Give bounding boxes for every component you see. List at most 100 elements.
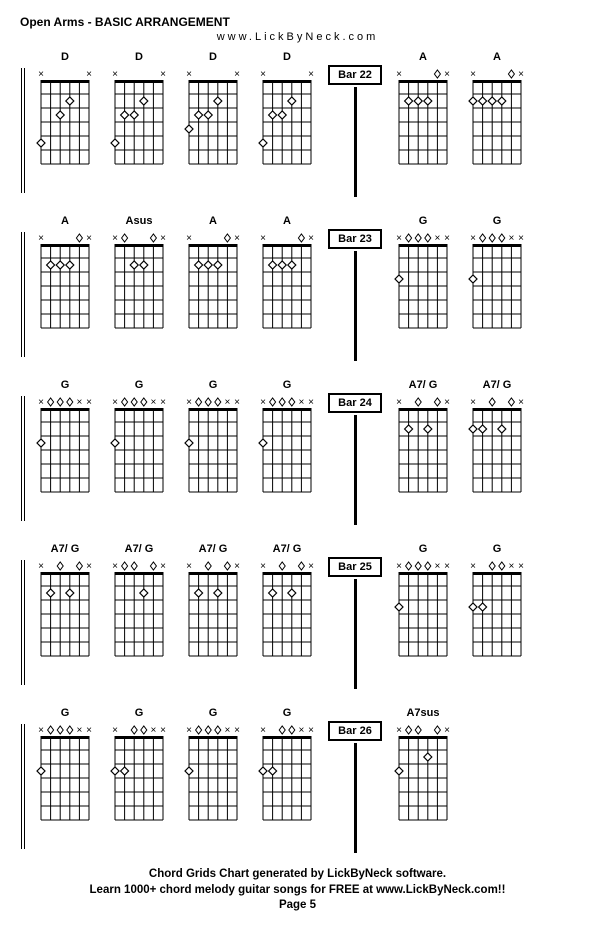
svg-text:×: × [186,397,192,408]
svg-text:×: × [76,397,82,408]
chord-cell: A7/ G×× [388,379,458,508]
bar-marker: Bar 26 [326,707,384,853]
chord-name: D [61,51,69,65]
svg-text:×: × [186,69,192,80]
chord-cell: G××× [462,215,532,344]
chord-diagram: ××× [109,396,169,508]
chord-diagram: ×× [467,396,527,508]
svg-text:×: × [186,233,192,244]
svg-text:×: × [260,69,266,80]
svg-text:×: × [308,725,314,736]
chord-cell: G××× [388,543,458,672]
chord-name: G [493,543,502,557]
svg-text:×: × [76,725,82,736]
svg-text:×: × [160,725,166,736]
svg-text:×: × [224,725,230,736]
chord-diagram: ×× [35,560,95,672]
svg-text:×: × [298,397,304,408]
svg-text:×: × [86,561,92,572]
svg-text:×: × [260,233,266,244]
bar-marker: Bar 24 [326,379,384,525]
chord-grid: D××D××D××D××Bar 22A××A××A××Asus××A××A××B… [20,51,575,853]
svg-text:×: × [444,725,450,736]
svg-text:×: × [396,69,402,80]
chord-cell: Asus×× [104,215,174,344]
chord-cell: G××× [252,707,322,836]
svg-text:×: × [234,69,240,80]
chord-diagram: ×× [109,560,169,672]
svg-text:×: × [38,561,44,572]
svg-text:×: × [38,233,44,244]
chord-diagram: ××× [393,232,453,344]
chord-diagram: ××× [467,232,527,344]
chord-cell: G××× [178,707,248,836]
barline-open [21,396,25,521]
chord-diagram: ×× [109,68,169,180]
chord-diagram: ××× [183,724,243,836]
svg-text:×: × [518,69,524,80]
chord-name: A [283,215,291,229]
svg-text:×: × [234,397,240,408]
chord-cell: D×× [178,51,248,180]
chord-diagram: × × × [109,724,169,836]
svg-text:×: × [112,233,118,244]
chord-diagram: ××× [35,724,95,836]
chord-name: A7/ G [273,543,302,557]
svg-text:×: × [86,725,92,736]
chord-cell: A7/ G×× [104,543,174,672]
chord-name: A7/ G [409,379,438,393]
chord-diagram: ×× [257,560,317,672]
barline-open [21,68,25,193]
chord-name: A7/ G [51,543,80,557]
chord-diagram: ××× [35,396,95,508]
page-subtitle: www.LickByNeck.com [20,31,575,43]
chord-name: A [419,51,427,65]
chord-diagram: ××× [183,396,243,508]
svg-text:×: × [508,233,514,244]
svg-text:×: × [518,561,524,572]
svg-text:×: × [434,233,440,244]
chord-cell: A×× [178,215,248,344]
barline-open [21,560,25,685]
barline-open [21,724,25,849]
chord-diagram: ×× [393,68,453,180]
svg-text:×: × [112,725,118,736]
chord-name: G [283,379,292,393]
chord-diagram: ×× [393,724,453,836]
chord-cell: A ×× [252,215,322,344]
svg-text:×: × [86,69,92,80]
svg-text:×: × [150,725,156,736]
chord-name: G [419,215,428,229]
chord-cell: G××× [104,707,174,836]
svg-text:×: × [260,561,266,572]
chord-diagram: ×× [183,68,243,180]
svg-text:×: × [298,725,304,736]
chord-name: A [209,215,217,229]
svg-text:×: × [308,397,314,408]
chord-cell [462,707,532,836]
chord-name: A7/ G [483,379,512,393]
svg-text:×: × [444,397,450,408]
chord-cell: A×× [30,215,100,344]
chord-name: G [283,707,292,721]
chord-cell: G××× [462,543,532,672]
svg-text:×: × [396,725,402,736]
svg-text:×: × [186,725,192,736]
chord-cell: G××× [104,379,174,508]
chord-cell: A7/ G ×× [462,379,532,508]
chord-cell: G××× [252,379,322,508]
svg-text:×: × [86,233,92,244]
chord-diagram: ×× [35,232,95,344]
svg-text:×: × [308,69,314,80]
page-title: Open Arms - BASIC ARRANGEMENT [20,15,575,29]
chord-diagram: ×× [257,232,317,344]
svg-text:×: × [160,397,166,408]
bar-marker: Bar 25 [326,543,384,689]
chord-cell: A7/ G×× [30,543,100,672]
chord-name: D [135,51,143,65]
chord-cell: A ×× [388,51,458,180]
chord-diagram: ×× [257,68,317,180]
chord-name: A [493,51,501,65]
svg-text:×: × [470,397,476,408]
svg-text:×: × [396,233,402,244]
